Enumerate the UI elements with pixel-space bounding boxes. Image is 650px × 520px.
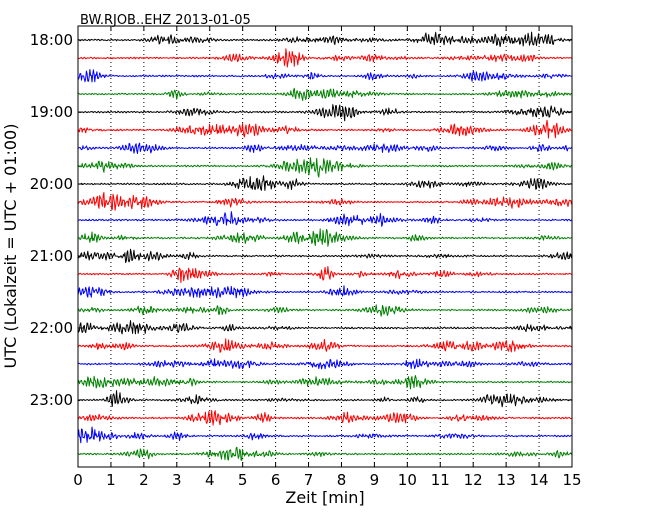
seismogram-trace [77, 104, 572, 122]
x-axis-label: Zeit [min] [285, 488, 364, 507]
seismogram-trace [77, 426, 572, 444]
y-axis-ticks: 18:00 19:00 20:00 21:00 22:00 23:00 [30, 31, 572, 409]
y-tick-label: 18:00 [30, 31, 73, 49]
seismogram-trace [77, 285, 572, 299]
x-tick-label: 4 [205, 471, 215, 489]
chart-title: BW.RJOB..EHZ 2013-01-05 [80, 13, 251, 28]
x-tick-label: 13 [497, 471, 516, 489]
seismogram-trace [77, 266, 572, 284]
seismogram-trace [77, 157, 572, 178]
x-tick-label: 3 [172, 471, 182, 489]
seismogram-trace [77, 338, 572, 353]
x-axis-ticks: 0 1 2 3 4 5 6 7 8 9 10 11 12 13 14 15 [73, 26, 582, 489]
seismogram-trace [77, 248, 572, 263]
seismogram-trace [77, 192, 572, 211]
seismogram-trace [77, 31, 572, 47]
x-tick-label: 7 [304, 471, 314, 489]
x-tick-label: 0 [73, 471, 83, 489]
x-tick-label: 14 [530, 471, 549, 489]
x-tick-label: 5 [238, 471, 248, 489]
x-tick-label: 2 [139, 471, 149, 489]
x-tick-label: 1 [106, 471, 116, 489]
x-tick-label: 10 [398, 471, 417, 489]
seismogram-trace [77, 48, 572, 68]
x-tick-label: 8 [337, 471, 347, 489]
x-tick-label: 11 [431, 471, 450, 489]
seismogram-trace [77, 142, 572, 154]
seismogram-trace [77, 358, 572, 370]
y-tick-label: 21:00 [30, 247, 73, 265]
y-tick-label: 22:00 [30, 319, 73, 337]
plot-background [78, 26, 572, 467]
seismogram-traces [77, 31, 572, 461]
x-tick-label: 9 [370, 471, 380, 489]
y-tick-label: 23:00 [30, 391, 73, 409]
seismogram-trace [77, 119, 572, 139]
x-tick-label: 6 [271, 471, 281, 489]
seismogram-trace [78, 375, 572, 390]
seismogram-trace [77, 390, 572, 408]
y-tick-label: 20:00 [30, 175, 73, 193]
seismogram-trace [77, 320, 572, 335]
vertical-grid [110, 26, 540, 467]
x-tick-label: 12 [464, 471, 483, 489]
seismogram-trace [77, 446, 572, 461]
seismogram-trace [77, 69, 572, 83]
seismogram-trace [77, 228, 572, 247]
seismogram-trace [77, 304, 572, 317]
seismogram-trace [77, 175, 572, 191]
seismogram-trace [77, 211, 572, 227]
seismogram-trace [77, 87, 572, 101]
y-tick-label: 19:00 [30, 103, 73, 121]
seismogram-trace [77, 410, 572, 426]
x-tick-label: 15 [562, 471, 581, 489]
y-axis-label: UTC (Lokalzeit = UTC + 01:00) [1, 124, 20, 369]
plot-frame [77, 25, 573, 468]
